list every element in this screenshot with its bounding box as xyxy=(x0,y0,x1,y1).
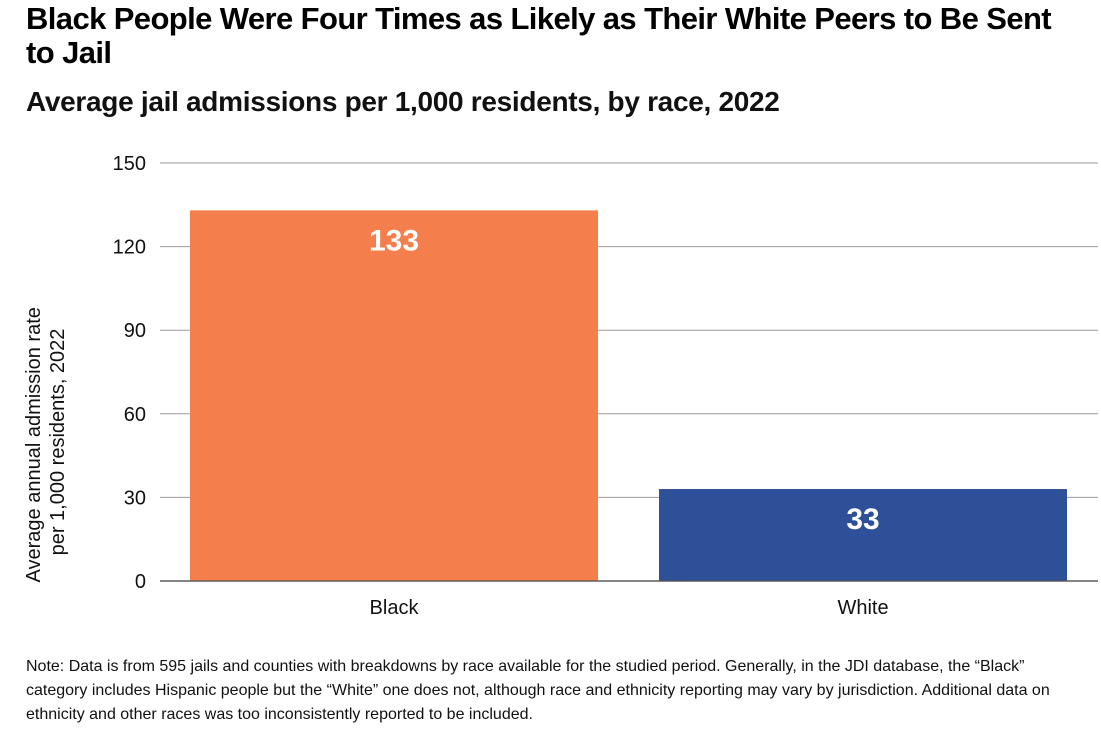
data-label-black: 133 xyxy=(369,224,419,257)
bar-data-labels: 133 33 xyxy=(160,224,1098,582)
bars xyxy=(190,210,1067,581)
x-tick-label-white: White xyxy=(837,597,888,619)
y-axis-label-line-1: Average annual admission rate xyxy=(23,307,45,582)
chart-note: Note: Data is from 595 jails and countie… xyxy=(26,658,1050,723)
y-axis-label: Average annual admission rate per 1,000 … xyxy=(23,302,69,583)
bar-white xyxy=(659,489,1067,581)
x-tick-labels: Black White xyxy=(370,597,889,619)
chart-subtitle: Average jail admissions per 1,000 reside… xyxy=(26,86,780,117)
y-tick-label: 120 xyxy=(113,237,146,259)
y-tick-label: 0 xyxy=(135,571,146,593)
bar-chart: 0 30 60 90 120 150 133 33 Black White Average a… xyxy=(23,153,1098,619)
chart-title: Black People Were Four Times as Likely a… xyxy=(26,1,1052,70)
y-tick-labels: 0 30 60 90 120 150 xyxy=(113,153,146,593)
y-tick-label: 90 xyxy=(124,320,146,342)
y-tick-label: 60 xyxy=(124,404,146,426)
y-tick-label: 150 xyxy=(113,153,146,175)
y-axis-label-line-2: per 1,000 residents, 2022 xyxy=(47,329,69,556)
data-label-white: 33 xyxy=(846,503,879,536)
y-tick-label: 30 xyxy=(124,487,146,509)
bar-black xyxy=(190,210,598,581)
x-tick-label-black: Black xyxy=(370,597,420,619)
